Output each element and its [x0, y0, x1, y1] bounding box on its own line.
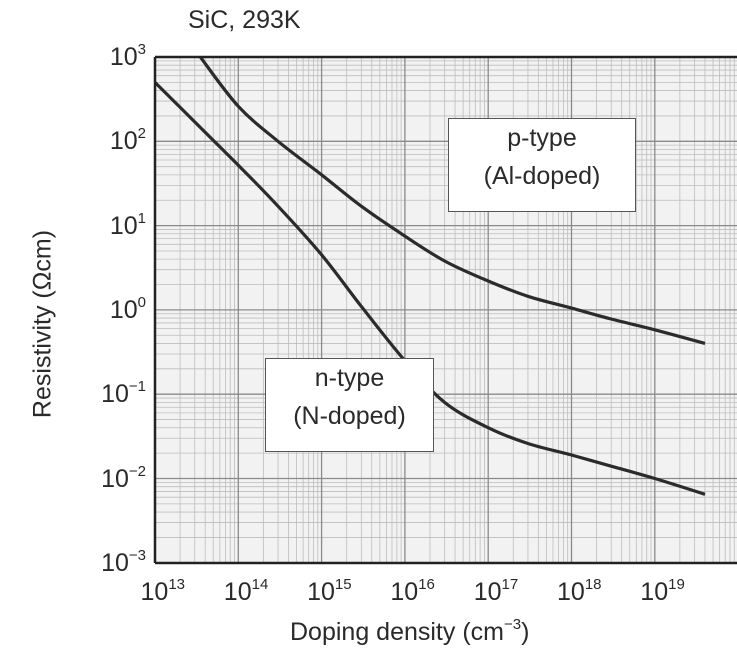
- tick-base: 10: [109, 295, 138, 324]
- tick-base: 10: [390, 578, 419, 606]
- x-tick-label: 1019: [640, 576, 685, 607]
- tick-exponent: 0: [137, 293, 146, 311]
- chart-title: SiC, 293K: [188, 6, 301, 34]
- x-axis-label-text: Doping density (cm: [290, 618, 504, 646]
- tick-exponent: −1: [128, 378, 146, 396]
- y-tick-label: 10−1: [101, 378, 146, 409]
- x-axis-label-exponent: −3: [503, 616, 522, 633]
- tick-exponent: 19: [668, 576, 685, 593]
- tick-exponent: 14: [251, 576, 269, 593]
- p-type-label-line1: p-type: [507, 124, 577, 152]
- y-tick-label: 100: [109, 293, 146, 325]
- tick-exponent: 1: [137, 209, 146, 227]
- tick-exponent: 3: [137, 41, 146, 58]
- tick-exponent: 13: [168, 576, 185, 593]
- tick-base: 10: [640, 578, 669, 606]
- x-tick-label: 1013: [140, 576, 186, 607]
- tick-base: 10: [473, 578, 502, 606]
- x-axis-label: Doping density (cm−3): [290, 616, 530, 647]
- y-tick-label: 10−2: [101, 462, 146, 494]
- tick-exponent: 15: [334, 576, 352, 593]
- x-tick-label: 1015: [307, 576, 352, 607]
- tick-base: 10: [109, 43, 138, 71]
- tick-base: 10: [109, 211, 138, 240]
- tick-base: 10: [223, 578, 252, 606]
- tick-base: 10: [557, 578, 585, 606]
- x-axis-label-tail: ): [521, 618, 530, 646]
- tick-base: 10: [140, 578, 169, 606]
- tick-exponent: 17: [501, 576, 519, 593]
- n-type-label-box: n-type (N-doped): [265, 358, 434, 452]
- x-tick-label: 1016: [390, 576, 435, 607]
- p-type-label-line2: (Al-doped): [483, 162, 601, 190]
- tick-exponent: 16: [418, 576, 435, 593]
- grid-major: [154, 57, 737, 564]
- tick-exponent: 2: [137, 125, 146, 143]
- n-type-label-line1: n-type: [314, 364, 385, 392]
- y-tick-label: 103: [109, 41, 146, 72]
- tick-exponent: −2: [128, 462, 146, 480]
- tick-exponent: 18: [584, 576, 602, 593]
- tick-base: 10: [109, 127, 138, 156]
- x-tick-label: 1018: [557, 576, 602, 607]
- tick-base: 10: [101, 380, 129, 409]
- tick-exponent: −3: [128, 546, 146, 564]
- y-axis-label: Resistivity (Ωcm): [28, 229, 57, 419]
- x-tick-label: 1014: [223, 576, 269, 607]
- x-tick-label: 1017: [473, 576, 519, 607]
- tick-base: 10: [101, 548, 129, 577]
- y-tick-label: 10−3: [101, 546, 146, 578]
- n-type-label-line2: (N-doped): [293, 402, 406, 430]
- y-tick-label: 102: [109, 125, 146, 156]
- tick-base: 10: [101, 464, 129, 493]
- tick-base: 10: [307, 578, 335, 606]
- p-type-curve: [199, 56, 706, 345]
- p-type-label-box: p-type (Al-doped): [448, 118, 636, 212]
- y-tick-label: 101: [109, 209, 146, 241]
